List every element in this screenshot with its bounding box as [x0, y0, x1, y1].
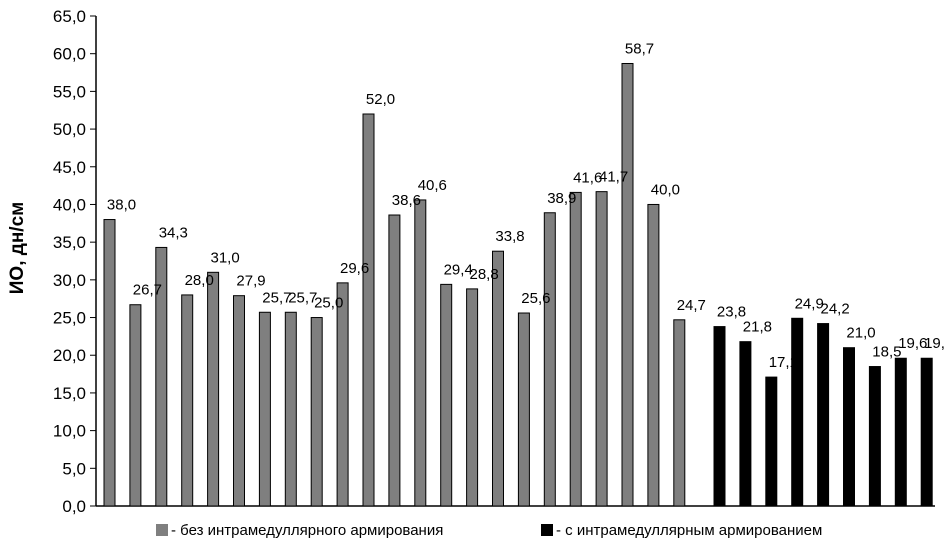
y-tick-label: 35,0: [53, 233, 86, 252]
bar-without-reinforcement: [543, 212, 556, 507]
bar-without-reinforcement: [569, 191, 582, 507]
y-tick-label: 40,0: [53, 195, 86, 214]
y-tick-label: 65,0: [53, 7, 86, 26]
bar-without-reinforcement: [492, 250, 504, 507]
data-label: 40,6: [418, 177, 447, 194]
data-label: 34,3: [159, 224, 188, 241]
legend-label-without-reinforcement: - без интрамедуллярного армирования: [171, 522, 443, 539]
legend: - без интрамедуллярного армирования - с …: [156, 522, 822, 539]
data-label: 38,0: [107, 197, 136, 214]
bars: [103, 62, 933, 507]
bar-with-reinforcement: [843, 347, 855, 507]
data-label: 38,6: [392, 192, 421, 209]
y-tick-label: 30,0: [53, 271, 86, 290]
bar-without-reinforcement: [595, 191, 608, 507]
y-tick-label: 0,0: [62, 497, 86, 516]
bar-with-reinforcement: [713, 326, 726, 507]
y-tick-labels: 0,0 5,0 10,0 15,0 20,0 25,0 30,0 35,0 40,0 45,0 50…: [53, 7, 86, 516]
bar-without-reinforcement: [362, 113, 375, 507]
data-label: 24,2: [820, 301, 849, 318]
bar-without-reinforcement: [621, 62, 634, 507]
y-axis-title: ИО, дн/см: [7, 202, 28, 294]
bar-with-reinforcement: [894, 357, 907, 507]
y-tick-label: 5,0: [62, 459, 86, 478]
bar-without-reinforcement: [207, 271, 220, 507]
bar-without-reinforcement: [647, 203, 660, 507]
bar-with-reinforcement: [765, 376, 778, 507]
legend-swatch-with-reinforcement: [541, 524, 553, 536]
data-label: 25,6: [521, 290, 550, 307]
data-label: 29,6: [340, 260, 369, 277]
legend-swatch-without-reinforcement: [156, 524, 168, 536]
data-label: 21,8: [743, 319, 772, 336]
data-label: 26,7: [133, 282, 162, 299]
data-label: 19,6: [924, 335, 945, 352]
data-label: 29,4: [444, 261, 473, 278]
y-tick-label: 45,0: [53, 158, 86, 177]
y-tick-label: 25,0: [53, 309, 86, 328]
y-tick-label: 15,0: [53, 384, 86, 403]
data-label: 38,9: [547, 190, 576, 207]
bar-without-reinforcement: [284, 311, 297, 507]
data-label: 24,7: [677, 297, 706, 314]
data-label: 52,0: [366, 91, 395, 108]
data-label: 17,1: [769, 354, 798, 371]
data-label: 19,6: [898, 335, 927, 352]
y-tick-label: 60,0: [53, 45, 86, 64]
bar-without-reinforcement: [466, 288, 479, 507]
data-label: 18,5: [872, 344, 901, 361]
data-label: 40,0: [651, 181, 680, 198]
data-label: 25,7: [288, 289, 317, 306]
bar-without-reinforcement: [440, 283, 453, 507]
bar-without-reinforcement: [258, 311, 271, 507]
bar-without-reinforcement: [414, 199, 427, 507]
legend-label-with-reinforcement: - с интрамедуллярным армированием: [556, 522, 822, 539]
data-label: 28,0: [185, 272, 214, 289]
bar-without-reinforcement: [233, 295, 245, 507]
bar-with-reinforcement: [817, 323, 830, 507]
bar-without-reinforcement: [129, 304, 142, 507]
bar-with-reinforcement: [920, 357, 933, 507]
bar-without-reinforcement: [310, 317, 323, 507]
bar-without-reinforcement: [517, 312, 530, 507]
data-label: 41,7: [599, 169, 628, 186]
data-label: 58,7: [625, 40, 654, 57]
bar-without-reinforcement: [155, 246, 168, 507]
data-label: 41,6: [573, 169, 602, 186]
data-label: 33,8: [495, 228, 524, 245]
bar-with-reinforcement: [868, 366, 881, 507]
data-label: 21,0: [846, 325, 875, 342]
y-tick-label: 55,0: [53, 82, 86, 101]
data-label: 25,7: [262, 289, 291, 306]
data-label: 23,8: [717, 304, 746, 321]
data-labels: 38,026,734,328,031,027,925,725,725,029,6…: [107, 40, 945, 371]
y-tick-label: 10,0: [53, 422, 86, 441]
y-tick-label: 20,0: [53, 346, 86, 365]
data-label: 24,9: [795, 295, 824, 312]
data-label: 31,0: [210, 249, 239, 266]
bar-without-reinforcement: [336, 282, 349, 507]
bar-without-reinforcement: [673, 319, 686, 507]
bar-with-reinforcement: [791, 317, 804, 507]
bar-without-reinforcement: [388, 214, 401, 507]
bar-without-reinforcement: [181, 294, 194, 507]
y-tick-label: 50,0: [53, 120, 86, 139]
data-label: 27,9: [236, 273, 265, 290]
data-label: 28,8: [469, 266, 498, 283]
bar-with-reinforcement: [739, 341, 752, 507]
bar-without-reinforcement: [103, 219, 116, 507]
data-label: 25,0: [314, 295, 343, 312]
